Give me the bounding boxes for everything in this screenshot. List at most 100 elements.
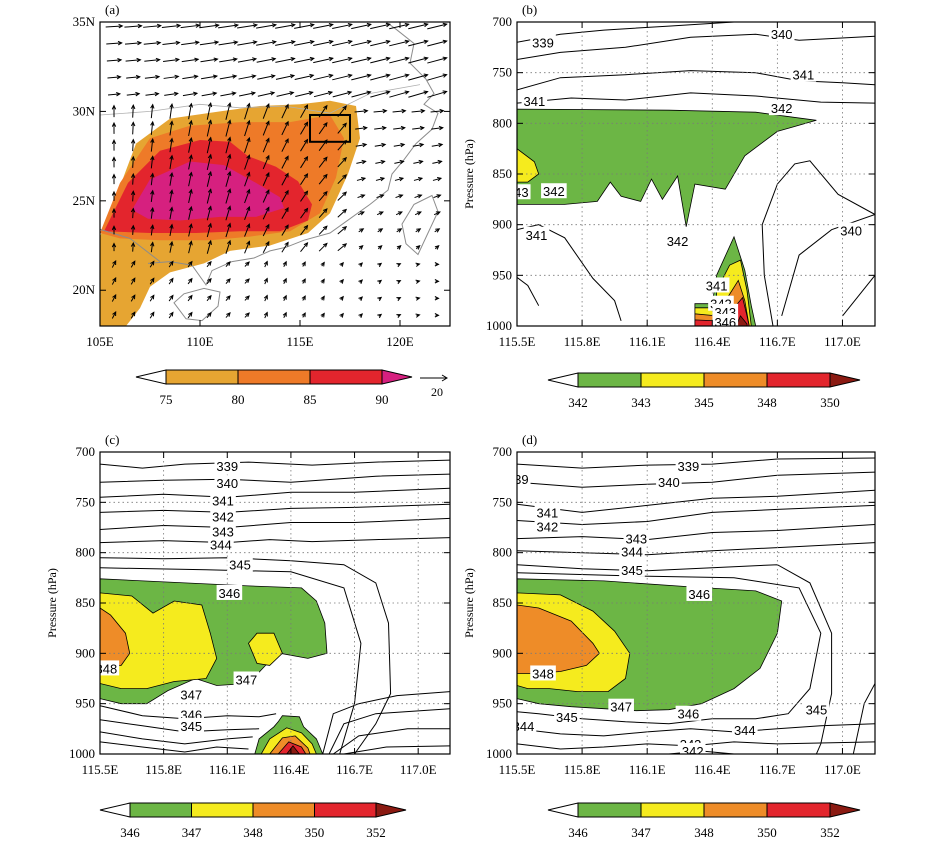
colorbar-label: 75 [160, 392, 173, 407]
wind-vector [181, 41, 199, 46]
wind-vector [294, 74, 314, 81]
wind-vector [281, 121, 289, 136]
colorbar-left-triangle [547, 372, 579, 388]
wind-vector-head [265, 137, 270, 143]
wind-vector-head [227, 136, 232, 142]
wind-vector [225, 154, 231, 171]
wind-vector-head [214, 23, 220, 28]
wind-vector-head [188, 260, 193, 266]
contour-label-bg [210, 492, 236, 508]
contour-label: 342 [667, 234, 689, 249]
wind-vector-head [358, 262, 364, 268]
wind-vector [394, 177, 404, 181]
wind-vector-head [111, 173, 117, 179]
contour-label-bg [675, 705, 702, 721]
wind-vector-head [131, 260, 136, 266]
wind-vector [281, 138, 289, 152]
wind-vector-head [284, 189, 289, 195]
wind-vector [206, 206, 212, 221]
wind-vector-head [150, 224, 155, 230]
wind-vector [313, 91, 333, 98]
wind-vector-head [415, 245, 421, 250]
wind-vector-head [188, 171, 193, 177]
wind-vector-head [442, 56, 448, 61]
wind-vector-head [398, 194, 404, 199]
wind-vector-head [111, 121, 117, 127]
wind-vector-head [404, 39, 410, 44]
wind-vector-head [366, 73, 372, 78]
wind-vector [411, 110, 425, 113]
wind-vector [275, 58, 295, 63]
contour-line [100, 487, 450, 498]
colorbar-label: 352 [366, 825, 386, 840]
wind-vector-head [342, 243, 348, 248]
wind-vector [107, 76, 121, 79]
wind-vector-head [150, 277, 155, 283]
wind-vector [132, 156, 134, 168]
wind-vector [244, 241, 250, 254]
wind-vector-head [207, 222, 212, 228]
wind-vector [132, 242, 134, 252]
wind-vector-head [175, 40, 181, 46]
wind-vector [370, 23, 390, 30]
wind-vector-head [207, 239, 212, 245]
contour-line [517, 92, 875, 104]
wind-vector-head [111, 225, 117, 231]
wind-vector [169, 155, 173, 169]
wind-vector-head [320, 312, 325, 318]
wind-vector-head [169, 294, 174, 300]
contour-label: 340 [658, 475, 680, 490]
y-tick-label: 800 [76, 545, 96, 560]
wind-vector [373, 110, 387, 113]
contour-label: 340 [771, 27, 793, 42]
wind-vector-head [169, 206, 174, 212]
wind-vector [281, 242, 289, 253]
wind-vector [199, 41, 219, 46]
contour-label: 342 [543, 184, 565, 199]
wind-vector-head [303, 104, 309, 110]
y-tick-label: 950 [76, 696, 96, 711]
wind-vector-head [188, 102, 193, 108]
wind-vector [164, 92, 178, 96]
shaded-region [517, 108, 817, 227]
wind-vector [294, 24, 314, 29]
wind-vector-head [342, 191, 348, 197]
contour-line [100, 503, 450, 513]
wind-vector [163, 75, 179, 79]
wind-vector-head [226, 239, 232, 245]
wind-vector-head [188, 223, 193, 229]
wind-vector [124, 42, 142, 45]
shaded-region [100, 607, 131, 669]
wind-vector-head [195, 23, 201, 28]
wind-vector-head [323, 190, 328, 196]
panel-label: (d) [522, 432, 537, 447]
wind-vector [370, 57, 390, 64]
wind-vector [389, 74, 409, 81]
wind-vector-head [434, 279, 440, 284]
wind-vector [262, 155, 270, 170]
wind-vector-head [322, 173, 328, 179]
wind-vector-head [323, 156, 328, 162]
wind-vector-head [282, 294, 287, 300]
wind-vector-head [117, 40, 123, 46]
wind-vector-head [116, 92, 122, 97]
wind-vector-head [116, 75, 122, 80]
contour-label: 345 [806, 703, 828, 718]
wind-vector-head [207, 277, 212, 283]
wind-vector-head [207, 153, 213, 159]
wind-vector [351, 23, 371, 30]
wind-vector-head [232, 74, 238, 79]
contour-line [517, 276, 540, 306]
wind-vector-head [252, 40, 258, 45]
wind-vector-head [320, 295, 325, 301]
contour-label: 345 [621, 563, 643, 578]
contour-label-bg [623, 530, 650, 546]
contour-label-bg [703, 277, 730, 293]
wind-vector-head [342, 208, 348, 214]
wind-vector-head [231, 91, 237, 96]
wind-vector-head [169, 223, 174, 229]
contour-label: 347 [236, 673, 258, 688]
wind-vector [313, 74, 333, 81]
wind-vector-head [246, 154, 251, 160]
